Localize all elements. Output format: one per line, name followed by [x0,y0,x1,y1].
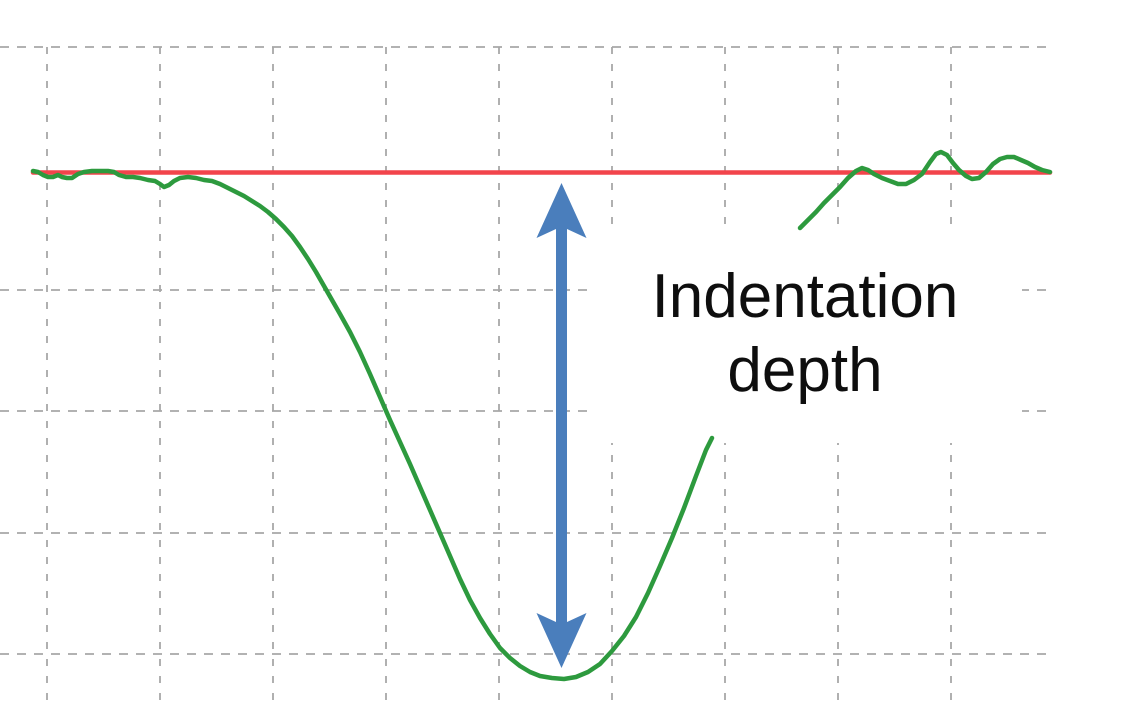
label-backdrop [588,225,1022,443]
data-series [30,149,1053,682]
label-line-1: Indentation [651,262,959,331]
indentation-depth-label: Indentation depth [589,260,1021,408]
indentation-depth-arrow [536,183,587,668]
label-line-2: depth [727,336,883,405]
